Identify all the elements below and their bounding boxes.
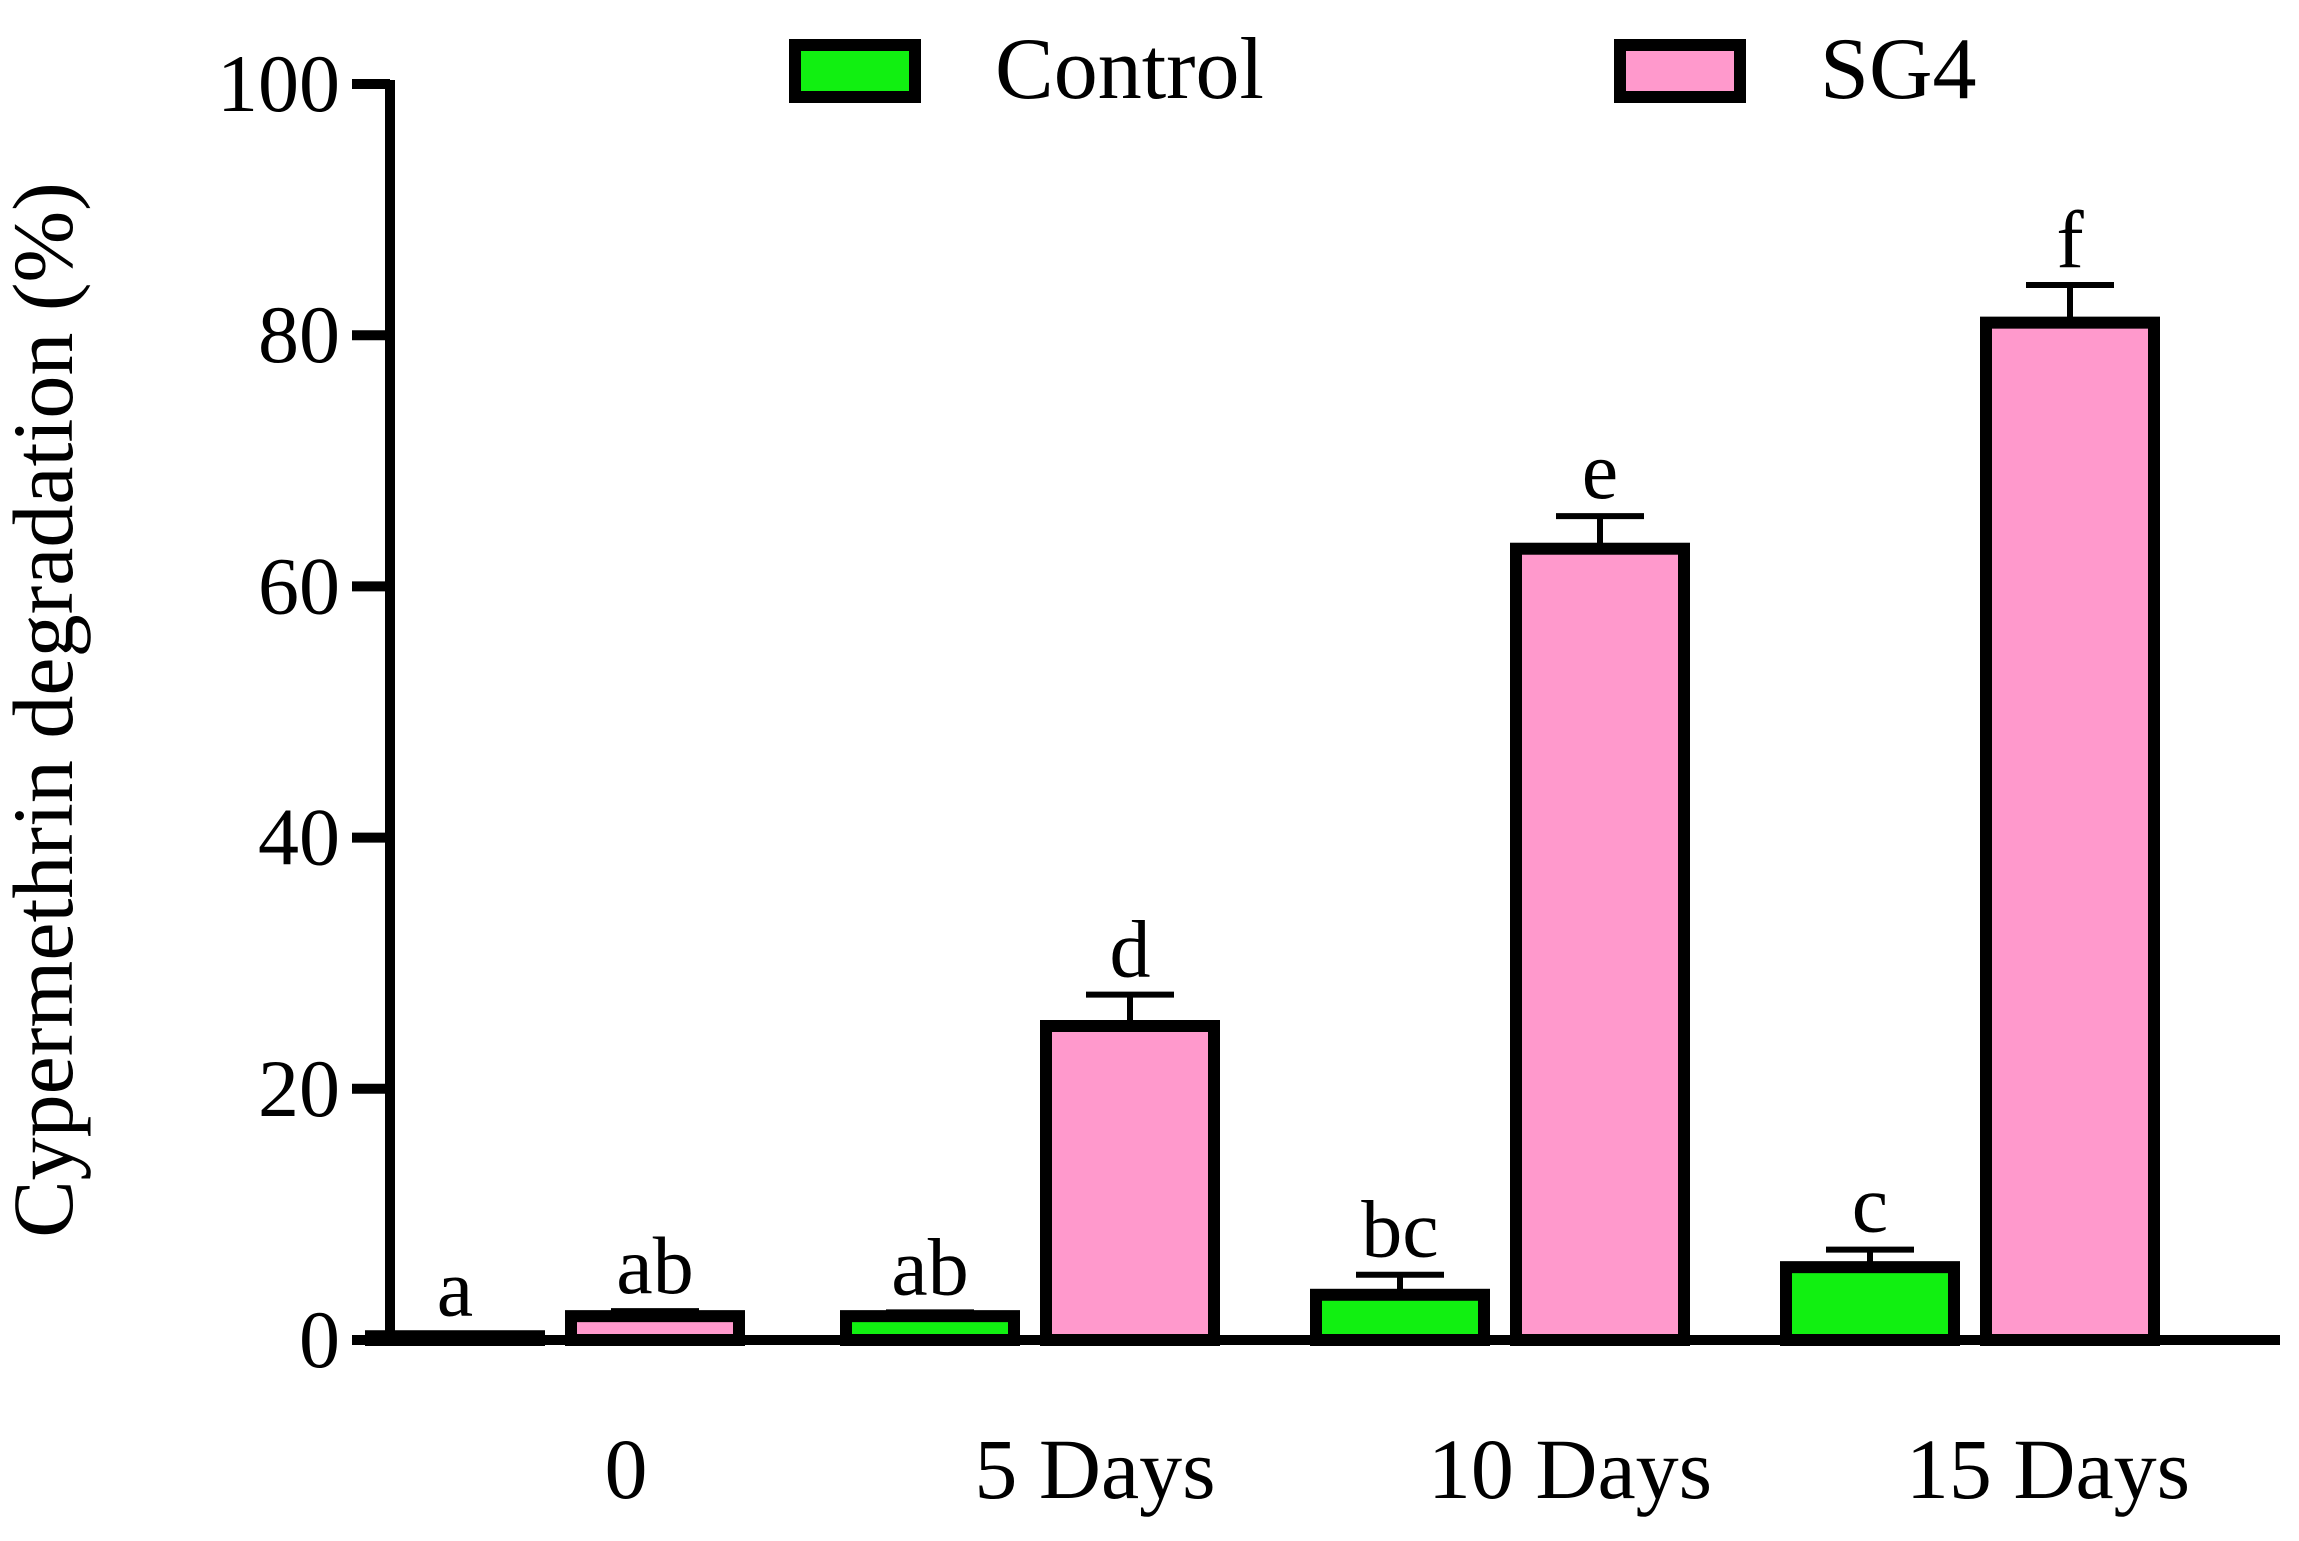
legend-swatch-sg4 — [1614, 39, 1746, 103]
x-tick-label: 0 — [605, 1421, 648, 1517]
x-tick-label: 15 Days — [1906, 1421, 2190, 1517]
bar-control — [1310, 1288, 1490, 1347]
y-tick-label: 0 — [299, 1294, 340, 1385]
bar-sg4 — [565, 1310, 745, 1346]
significance-letter: a — [437, 1243, 473, 1334]
significance-letter: ab — [891, 1221, 968, 1312]
bar-sg4 — [1040, 1020, 1220, 1346]
legend-label-sg4: SG4 — [1820, 21, 1977, 118]
significance-letter: bc — [1361, 1184, 1438, 1275]
bar-control — [365, 1330, 545, 1347]
bar-control — [840, 1310, 1020, 1346]
bar-sg4 — [1980, 316, 2160, 1346]
y-tick-label: 60 — [258, 540, 340, 631]
legend-label-control: Control — [995, 21, 1264, 118]
bars-layer — [365, 281, 2160, 1347]
bar-sg4 — [1510, 542, 1690, 1346]
y-tick-label: 40 — [258, 792, 340, 883]
y-tick-label: 20 — [258, 1043, 340, 1134]
x-tick-label: 5 Days — [974, 1421, 1215, 1517]
bar-control — [1780, 1261, 1960, 1346]
legend-swatch-control — [789, 39, 921, 103]
x-tick-label: 10 Days — [1428, 1421, 1712, 1517]
significance-letter: d — [1110, 904, 1151, 995]
y-axis-label: Cypermethrin degradation (%) — [0, 182, 91, 1238]
y-tick-label: 80 — [258, 289, 340, 380]
significance-letter: ab — [616, 1220, 693, 1311]
significance-letter: c — [1852, 1159, 1888, 1250]
significance-letter: f — [2056, 194, 2084, 285]
y-tick-label: 100 — [217, 38, 340, 129]
significance-letter: e — [1582, 425, 1618, 516]
legend: Control SG4 — [789, 21, 1977, 118]
labels-layer: 0 20 40 60 80 100 0 5 Days 10 Days 15 Days a ab bc c a… — [217, 38, 2190, 1517]
